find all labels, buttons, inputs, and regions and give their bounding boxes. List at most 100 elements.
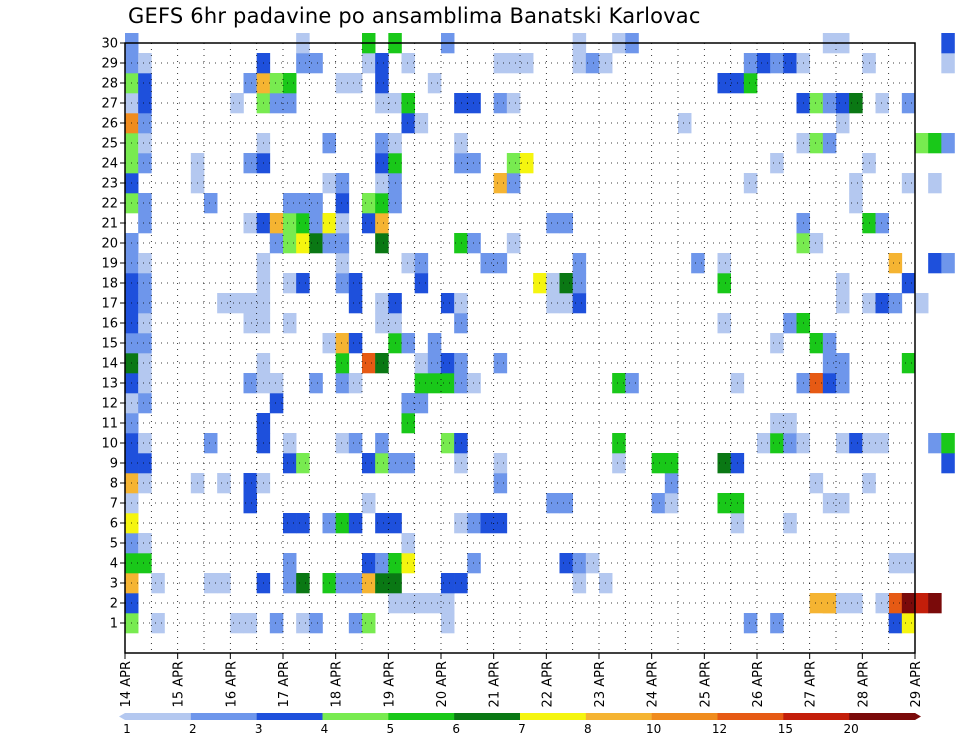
colorbar-label: 2 xyxy=(189,722,197,736)
heatmap-cell xyxy=(335,573,350,594)
heatmap-cell xyxy=(401,593,415,614)
heatmap-cell xyxy=(770,153,784,174)
heatmap-cell xyxy=(506,233,521,254)
heatmap-cell xyxy=(230,613,244,634)
heatmap-cell xyxy=(375,133,389,154)
heatmap-cell xyxy=(138,333,152,354)
heatmap-cell xyxy=(822,593,837,614)
heatmap-cell xyxy=(783,413,797,434)
heatmap-cell xyxy=(809,233,824,254)
heatmap-cell xyxy=(822,353,837,374)
colorbar-swatch xyxy=(849,713,916,720)
heatmap-cell xyxy=(493,473,508,494)
colorbar-swatch xyxy=(256,713,323,720)
heatmap-cell xyxy=(269,213,284,234)
heatmap-cell xyxy=(888,253,903,274)
heatmap-cell xyxy=(375,353,389,374)
heatmap-cell xyxy=(849,593,863,614)
heatmap-cell xyxy=(309,613,323,634)
heatmap-cell xyxy=(362,53,376,74)
heatmap-cell xyxy=(520,153,534,174)
colorbar: 1 2 3 4 5 6 7 8 10 12 15 20 xyxy=(119,713,921,736)
heatmap-cell xyxy=(401,453,415,474)
heatmap-cell xyxy=(138,533,152,554)
heatmap-cell xyxy=(348,433,363,454)
heatmap-cell xyxy=(454,453,468,474)
y-tick-label: 18 xyxy=(101,277,118,292)
heatmap-cell xyxy=(427,333,442,354)
y-tick-label: 4 xyxy=(110,557,118,572)
x-tick-label: 29 APR xyxy=(909,661,924,707)
heatmap-cell xyxy=(362,573,376,594)
y-tick-label: 16 xyxy=(101,317,118,332)
heatmap-cell xyxy=(467,373,481,394)
heatmap-cell xyxy=(928,133,942,154)
heatmap-cell xyxy=(283,453,297,474)
y-tick-label: 15 xyxy=(101,337,118,352)
heatmap-cell xyxy=(283,513,297,534)
heatmap-cell xyxy=(414,253,429,274)
colorbar-swatch xyxy=(651,713,718,720)
heatmap-cell xyxy=(283,553,297,574)
heatmap-cell xyxy=(335,513,350,534)
y-tick-label: 11 xyxy=(101,417,118,432)
heatmap-cell xyxy=(362,613,376,634)
heatmap-cell xyxy=(243,153,257,174)
heatmap-cell xyxy=(138,53,152,74)
y-tick-label: 3 xyxy=(110,577,118,592)
heatmap-cell xyxy=(836,353,850,374)
heatmap-cell xyxy=(414,373,429,394)
heatmap-cell xyxy=(375,153,389,174)
heatmap-cell xyxy=(691,253,705,274)
x-tick-label: 25 APR xyxy=(698,661,713,707)
heatmap-cell xyxy=(454,513,468,534)
heatmap-cell xyxy=(414,393,429,414)
colorbar-swatch xyxy=(190,713,257,720)
heatmap-cell xyxy=(585,53,600,74)
heatmap-cell xyxy=(335,253,350,274)
heatmap-cell xyxy=(138,273,152,294)
heatmap-cell xyxy=(138,353,152,374)
y-tick-label: 30 xyxy=(101,37,118,52)
heatmap-cell xyxy=(941,133,955,154)
y-tick-label: 26 xyxy=(101,117,118,132)
y-tick-label: 20 xyxy=(101,237,118,252)
heatmap-cell xyxy=(743,173,758,194)
heatmap-cell xyxy=(467,233,481,254)
heatmap-cell xyxy=(296,273,310,294)
heatmap-cell xyxy=(138,73,152,94)
y-tick-label: 22 xyxy=(101,197,118,212)
heatmap-cell xyxy=(520,53,534,74)
heatmap-cell xyxy=(559,553,573,574)
heatmap-cell xyxy=(335,173,350,194)
x-tick-label: 21 APR xyxy=(488,661,503,707)
heatmap-cell xyxy=(901,353,916,374)
heatmap-cell xyxy=(441,613,455,634)
heatmap-cell xyxy=(467,93,481,114)
heatmap-cell xyxy=(335,73,350,94)
heatmap-cell xyxy=(454,573,468,594)
heatmap-cell xyxy=(928,433,942,454)
heatmap-cell xyxy=(204,193,218,214)
colorbar-label: 12 xyxy=(712,722,727,736)
heatmap-cell xyxy=(309,53,323,74)
colorbar-swatch xyxy=(454,713,521,720)
heatmap-cell xyxy=(138,113,152,134)
heatmap-cell xyxy=(901,613,916,634)
heatmap-cell xyxy=(506,173,521,194)
heatmap-cell xyxy=(138,253,152,274)
heatmap-cell xyxy=(454,373,468,394)
heatmap-cell xyxy=(269,233,284,254)
x-tick-label: 16 APR xyxy=(224,661,239,707)
heatmap-cell xyxy=(612,433,626,454)
heatmap-cell xyxy=(296,213,310,234)
heatmap-cell xyxy=(296,53,310,74)
heatmap-cell xyxy=(296,193,310,214)
heatmap-cell xyxy=(151,613,165,634)
heatmap-cell xyxy=(559,213,573,234)
y-tick-label: 28 xyxy=(101,77,118,92)
heatmap-cell xyxy=(559,293,573,314)
heatmap-cell xyxy=(138,393,152,414)
heatmap-cell xyxy=(875,93,889,114)
heatmap-cell xyxy=(441,293,455,314)
